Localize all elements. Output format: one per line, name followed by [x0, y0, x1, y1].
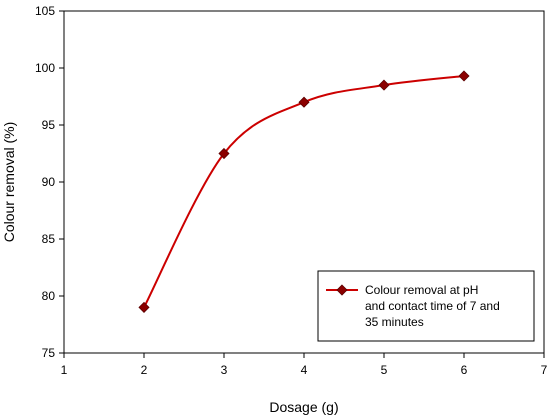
y-tick-label: 100 [35, 61, 55, 75]
y-axis: 75 80 85 90 95 100 105 [35, 4, 64, 360]
data-point [218, 147, 230, 160]
x-tick-label: 6 [461, 363, 468, 377]
y-tick-label: 85 [42, 232, 56, 246]
legend-label-line: 35 minutes [365, 315, 424, 329]
x-tick-label: 3 [221, 363, 228, 377]
x-tick-label: 4 [301, 363, 308, 377]
y-tick-label: 90 [42, 175, 56, 189]
legend-label: Colour removal at pH and contact time of … [365, 283, 500, 329]
y-tick-label: 80 [42, 289, 56, 303]
legend-box [317, 270, 535, 342]
legend-marker [336, 284, 348, 296]
x-axis-label: Dosage (g) [269, 399, 338, 415]
x-tick-label: 1 [61, 363, 68, 377]
legend-label-line: Colour removal at pH [365, 283, 478, 297]
data-point [458, 70, 470, 82]
y-tick-label: 75 [42, 346, 56, 360]
data-point [378, 79, 390, 91]
legend-label-line: and contact time of 7 and [365, 299, 500, 313]
x-tick-label: 5 [381, 363, 388, 377]
series-line [143, 74, 465, 308]
data-point [138, 301, 150, 313]
x-tick-label: 7 [541, 363, 548, 377]
y-axis-label: Colour removal (%) [1, 122, 17, 243]
data-point [298, 96, 310, 108]
legend: Colour removal at pH and contact time of … [317, 270, 535, 342]
x-axis: 1 2 3 4 5 6 7 [61, 353, 548, 377]
series-layer [138, 70, 470, 313]
y-tick-label: 95 [42, 118, 56, 132]
x-tick-label: 2 [141, 363, 148, 377]
y-tick-label: 105 [35, 4, 55, 18]
